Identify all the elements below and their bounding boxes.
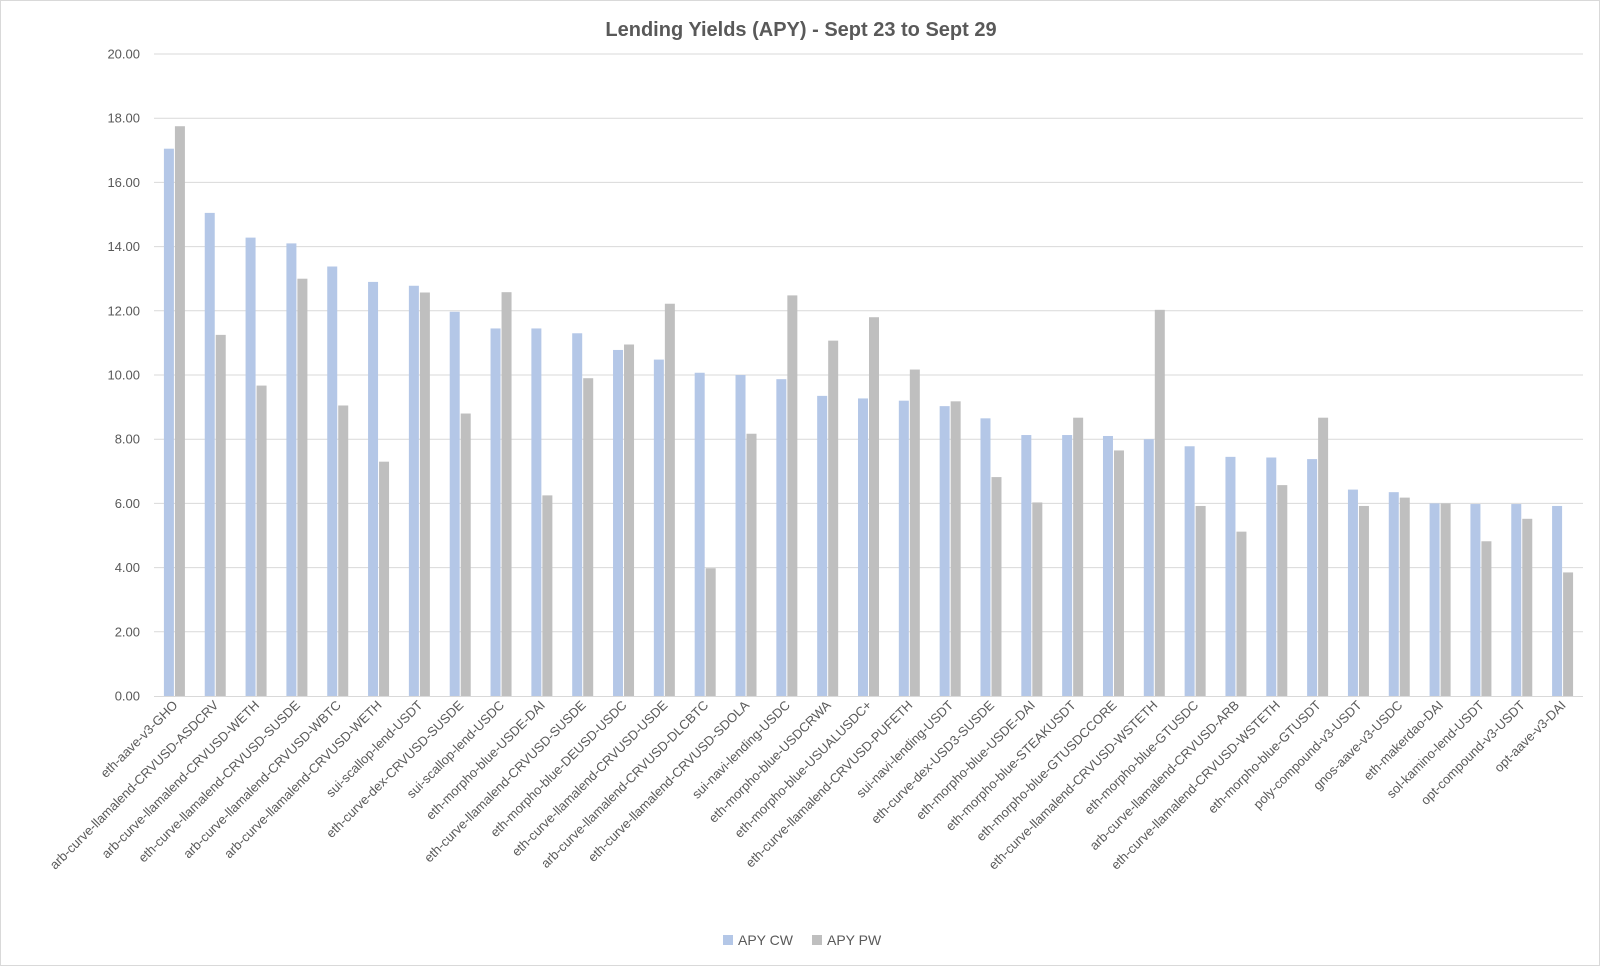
bar-apy-pw [787, 295, 798, 696]
bar-apy-pw [705, 568, 716, 696]
bar-apy-pw [746, 433, 757, 696]
bar-apy-cw [449, 311, 460, 696]
bar-apy-pw [297, 278, 308, 696]
bar-apy-cw [1021, 435, 1032, 696]
bar-apy-pw [1032, 502, 1043, 696]
x-category-label: opt-aave-v3-DAI [1491, 698, 1569, 776]
y-tick-label: 20.00 [107, 47, 140, 62]
y-tick-label: 4.00 [115, 560, 140, 575]
y-tick-label: 16.00 [107, 175, 140, 190]
bar-apy-cw [1184, 446, 1195, 696]
bar-apy-pw [460, 413, 471, 696]
bars [163, 126, 1574, 697]
bar-apy-cw [1552, 505, 1563, 696]
bar-apy-pw [1195, 505, 1206, 696]
chart-title: Lending Yields (APY) - Sept 23 to Sept 2… [605, 19, 996, 41]
y-tick-label: 18.00 [107, 111, 140, 126]
bar-apy-cw [1062, 435, 1073, 696]
bar-apy-pw [256, 385, 267, 696]
bar-apy-pw [379, 461, 390, 696]
bar-apy-cw [1347, 489, 1358, 696]
bar-apy-pw [1399, 497, 1410, 696]
bar-apy-pw [1236, 531, 1247, 696]
bar-apy-cw [817, 395, 828, 696]
bar-apy-pw [624, 344, 635, 696]
bar-apy-cw [1511, 504, 1522, 696]
bar-apy-cw [204, 212, 215, 696]
bar-apy-cw [1470, 504, 1481, 696]
bar-apy-cw [1143, 439, 1154, 696]
bar-apy-cw [286, 243, 297, 696]
bar-apy-pw [1277, 485, 1288, 696]
y-tick-label: 8.00 [115, 432, 140, 447]
bar-apy-cw [490, 328, 501, 696]
bar-apy-pw [338, 405, 349, 696]
bar-apy-pw [1318, 417, 1329, 696]
bar-apy-pw [174, 126, 185, 697]
bar-apy-cw [163, 148, 174, 696]
bar-apy-cw [368, 281, 379, 696]
bar-apy-pw [501, 292, 512, 696]
bar-apy-cw [1429, 503, 1440, 696]
x-category-label: arb-curve-llamalend-CRVUSD-ARB [1087, 698, 1243, 854]
bar-apy-cw [1102, 435, 1113, 696]
bar-apy-pw [1522, 518, 1533, 696]
bar-apy-pw [828, 340, 839, 696]
bar-apy-cw [858, 398, 868, 696]
bar-apy-cw [735, 375, 746, 696]
legend-label: APY PW [827, 932, 882, 948]
y-axis-ticks: 0.00 2.00 4.00 6.00 8.00 10.00 12.00 14.00 16.00… [107, 47, 140, 704]
bar-apy-pw [991, 477, 1002, 696]
bar-apy-pw [869, 317, 879, 696]
bar-apy-pw [1358, 505, 1369, 696]
x-axis-categories: eth-aave-v3-GHOarb-curve-llamalend-CRVUS… [47, 697, 1569, 872]
bar-apy-pw [909, 369, 920, 696]
legend: APY CW APY PW [723, 932, 882, 948]
bar-apy-cw [327, 266, 338, 696]
bar-apy-cw [613, 349, 624, 696]
bar-apy-pw [542, 495, 553, 696]
bar-apy-pw [419, 292, 430, 696]
bar-apy-cw [653, 359, 664, 696]
bar-apy-cw [1307, 459, 1318, 696]
bar-apy-cw [245, 237, 256, 696]
bar-apy-pw [583, 378, 594, 696]
bar-apy-pw [950, 401, 961, 696]
legend-swatch [723, 935, 733, 945]
bar-apy-pw [1073, 417, 1084, 696]
bar-apy-cw [898, 400, 909, 696]
bar-apy-pw [1563, 572, 1574, 696]
bar-apy-cw [1266, 457, 1277, 696]
legend-label: APY CW [738, 932, 794, 948]
bar-apy-cw [1225, 456, 1236, 696]
bar-apy-cw [408, 285, 419, 696]
y-tick-label: 12.00 [107, 303, 140, 318]
bar-apy-pw [1440, 503, 1451, 696]
y-tick-label: 2.00 [115, 624, 140, 639]
bar-apy-cw [531, 328, 542, 696]
bar-apy-cw [939, 406, 950, 696]
bar-apy-cw [572, 333, 583, 696]
bar-apy-cw [980, 418, 991, 696]
y-tick-label: 10.00 [107, 368, 140, 383]
bar-apy-pw [1481, 541, 1492, 696]
bar-apy-pw [1154, 309, 1165, 696]
legend-swatch [812, 935, 822, 945]
bar-apy-cw [776, 379, 787, 696]
bar-apy-cw [694, 372, 705, 696]
bar-apy-pw [664, 303, 675, 696]
y-tick-label: 0.00 [115, 689, 140, 704]
gridlines [154, 53, 1583, 633]
bar-apy-pw [1113, 450, 1124, 696]
bar-apy-pw [215, 334, 226, 696]
y-tick-label: 14.00 [107, 239, 140, 254]
bar-apy-cw [1388, 492, 1399, 696]
y-tick-label: 6.00 [115, 496, 140, 511]
